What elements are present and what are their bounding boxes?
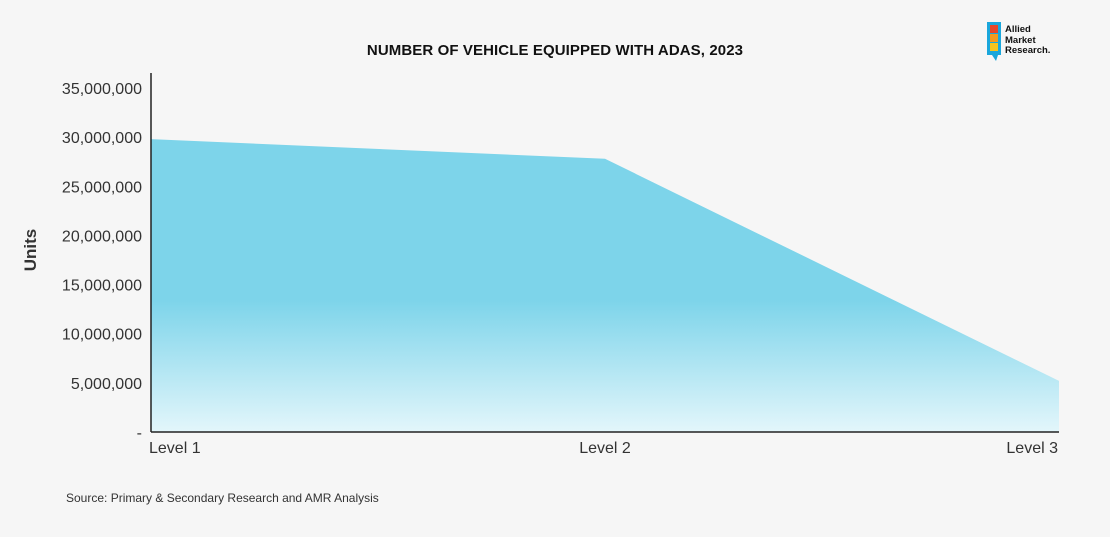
y-tick-label: 20,000,000 — [62, 228, 142, 245]
y-tick-label: 30,000,000 — [62, 130, 142, 147]
x-tick-label: Level 2 — [579, 440, 631, 457]
logo-line-1: Allied — [1005, 24, 1031, 35]
x-tick-label: Level 3 — [1006, 440, 1058, 457]
y-tick-label: 15,000,000 — [62, 278, 142, 295]
y-tick-label: 25,000,000 — [62, 179, 142, 196]
y-axis-label: Units — [21, 229, 40, 272]
source-note: Source: Primary & Secondary Research and… — [66, 491, 379, 505]
logo-mark-icon — [987, 22, 1001, 61]
x-tick-label: Level 1 — [149, 440, 201, 457]
logo-line-3: Research. — [1005, 45, 1051, 56]
logo-line-2: Market — [1005, 34, 1036, 46]
area-series — [151, 139, 1059, 432]
y-tick-label: 10,000,000 — [62, 327, 142, 344]
y-tick-label: - — [137, 425, 142, 442]
y-tick-label: 35,000,000 — [62, 81, 142, 98]
y-tick-label: 5,000,000 — [71, 376, 142, 393]
brand-logo: Allied Market Research. — [986, 21, 1076, 69]
chart-title: NUMBER OF VEHICLE EQUIPPED WITH ADAS, 20… — [366, 42, 744, 59]
